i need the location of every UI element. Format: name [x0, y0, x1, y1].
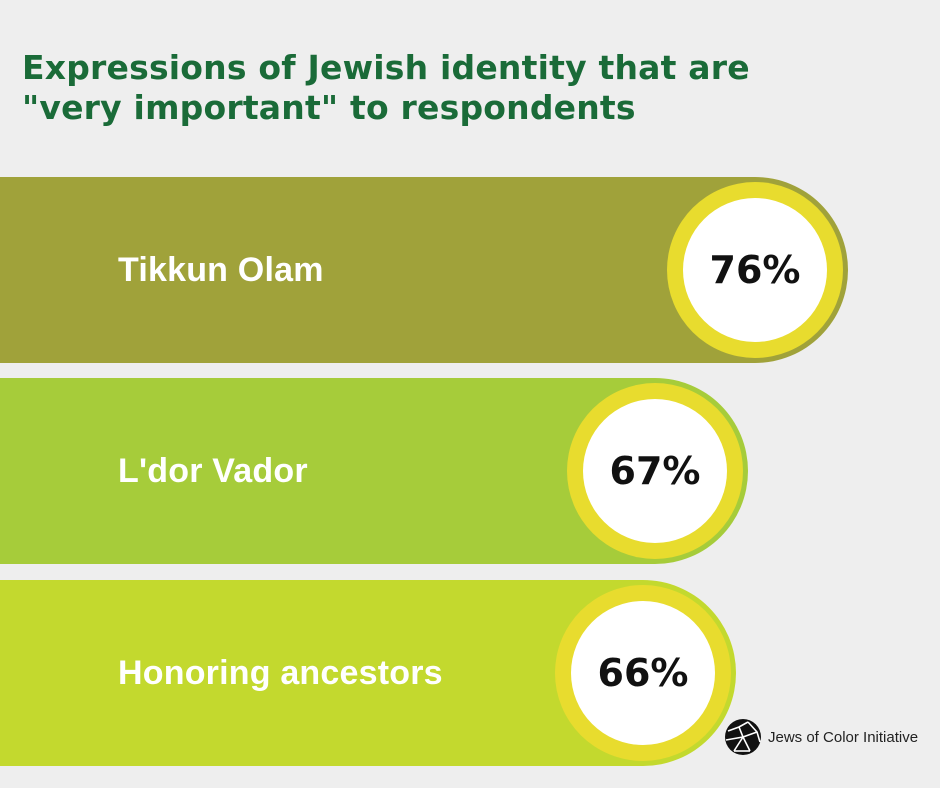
value-disc: 67%	[583, 399, 727, 543]
value-badge: 67%	[567, 383, 743, 559]
brand-name: Jews of Color Initiative	[768, 728, 919, 746]
value-badge: 76%	[667, 182, 843, 358]
brand-logo: Jews of Color Initiative	[724, 718, 918, 756]
bar-category-label: Tikkun Olam	[118, 250, 324, 289]
bar: Tikkun Olam 76%	[0, 177, 848, 363]
value-disc: 66%	[571, 601, 715, 745]
bar-value-label: 66%	[597, 651, 689, 695]
value-disc: 76%	[683, 198, 827, 342]
bar: L'dor Vador 67%	[0, 378, 748, 564]
bar-value-label: 76%	[709, 248, 801, 292]
chart-title-line-1: Expressions of Jewish identity that are	[22, 48, 750, 87]
bar: Honoring ancestors 66%	[0, 580, 736, 766]
mosaic-globe-icon	[725, 719, 761, 755]
value-badge: 66%	[555, 585, 731, 761]
bar-category-label: L'dor Vador	[118, 451, 308, 490]
bar-value-label: 67%	[609, 449, 701, 493]
chart-title-line-2: "very important" to respondents	[22, 88, 636, 127]
bar-category-label: Honoring ancestors	[118, 653, 443, 692]
chart-title: Expressions of Jewish identity that are …	[22, 48, 902, 128]
